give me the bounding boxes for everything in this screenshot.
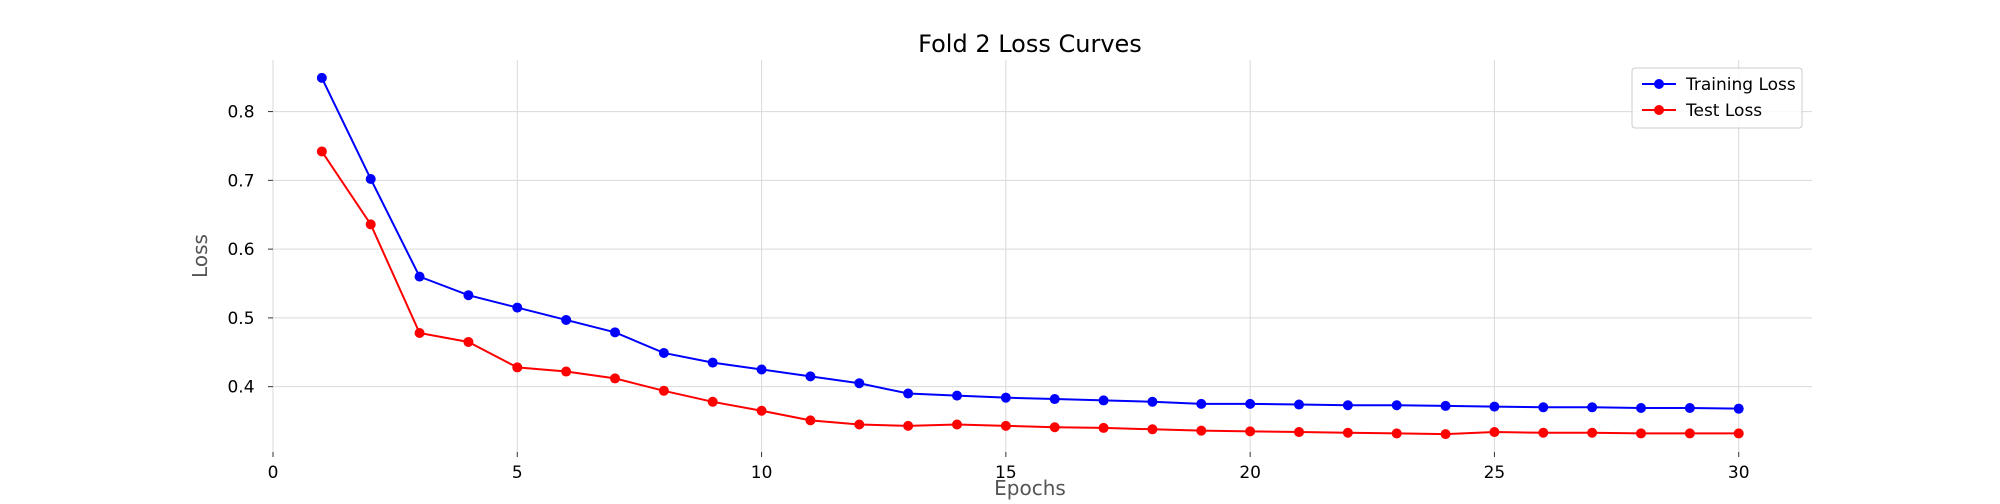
series-1-point-13 [952, 419, 962, 430]
legend-label-0: Training Loss [1685, 75, 1796, 95]
grid-lines [272, 60, 1812, 452]
series-0-point-3 [463, 290, 474, 301]
series-1-point-3 [463, 336, 474, 347]
legend: Training Loss Test Loss [1631, 67, 1803, 129]
series-0-point-11 [854, 378, 865, 389]
series-1-point-1 [365, 219, 376, 230]
x-tick-label-4: 20 [1239, 463, 1261, 483]
x-tick-label-1: 5 [512, 463, 523, 483]
series-1-point-2 [414, 328, 425, 339]
series-1-point-16 [1098, 422, 1109, 433]
series-0-point-13 [952, 390, 962, 401]
series-line-0 [320, 77, 1739, 410]
y-axis-label: Loss [188, 234, 212, 278]
series-0-point-4 [512, 302, 523, 313]
series-0-point-18 [1196, 398, 1207, 409]
series-1-point-0 [316, 146, 327, 157]
series-0-point-14 [1000, 392, 1011, 403]
series-0-point-23 [1440, 400, 1451, 411]
series-0-point-27 [1636, 402, 1646, 413]
axes: 0 5 10 15 20 25 30 0.4 0.5 0.6 0.7 0.8 [227, 103, 1749, 483]
series-1-point-27 [1636, 428, 1646, 439]
legend-marker-1 [1654, 105, 1664, 115]
y-tick-label-3: 0.7 [227, 171, 254, 191]
chart-title: Fold 2 Loss Curves [918, 30, 1142, 58]
series-0-point-1 [365, 173, 376, 184]
series-1-point-5 [561, 366, 572, 377]
series-1-point-24 [1489, 427, 1500, 438]
series-0-point-19 [1245, 398, 1256, 409]
legend-marker-0 [1654, 79, 1664, 89]
x-axis-label: Epochs [994, 476, 1066, 500]
legend-label-1: Test Loss [1685, 101, 1762, 121]
series-0-point-2 [414, 271, 425, 282]
series-0-point-16 [1098, 395, 1109, 406]
series-1-point-12 [903, 420, 914, 431]
series-1-point-25 [1538, 427, 1549, 438]
series-1-point-21 [1342, 427, 1353, 438]
series-0-point-21 [1342, 400, 1353, 411]
series-0-point-0 [316, 72, 327, 83]
x-tick-label-5: 25 [1484, 463, 1506, 483]
series-0-point-5 [561, 314, 572, 325]
series-0-point-22 [1391, 400, 1402, 411]
series-1-point-10 [805, 415, 816, 426]
series-1-point-29 [1733, 428, 1744, 439]
y-tick-label-1: 0.5 [227, 309, 254, 329]
series-0-point-17 [1147, 396, 1158, 407]
series-0-point-7 [658, 347, 669, 358]
series-0-point-8 [707, 357, 718, 368]
series-1-point-18 [1196, 425, 1207, 436]
series-1-point-9 [756, 405, 767, 416]
series-0-point-10 [805, 371, 816, 382]
series-1-point-19 [1245, 426, 1256, 437]
series-1-point-17 [1147, 424, 1158, 435]
data-series [316, 72, 1744, 440]
series-1-point-11 [854, 419, 865, 430]
series-0-point-6 [610, 327, 620, 338]
series-0-point-25 [1538, 402, 1549, 413]
y-tick-label-0: 0.4 [227, 378, 254, 398]
series-0-point-9 [756, 364, 767, 375]
series-1-point-22 [1391, 428, 1402, 439]
series-1-point-28 [1684, 428, 1695, 439]
series-1-point-20 [1294, 427, 1304, 438]
x-tick-label-0: 0 [268, 463, 279, 483]
series-0-point-24 [1489, 401, 1500, 412]
series-1-point-6 [610, 373, 620, 384]
y-tick-label-4: 0.8 [227, 103, 254, 123]
series-0-point-28 [1684, 402, 1695, 413]
series-1-point-14 [1000, 420, 1011, 431]
series-1-point-23 [1440, 429, 1451, 440]
x-tick-label-2: 10 [751, 463, 773, 483]
series-line-1 [321, 150, 1739, 436]
series-1-point-15 [1049, 422, 1060, 433]
series-0-point-26 [1587, 402, 1598, 413]
series-1-point-26 [1587, 427, 1598, 438]
series-0-point-15 [1049, 394, 1060, 405]
x-tick-label-6: 30 [1728, 463, 1750, 483]
series-0-point-20 [1294, 399, 1304, 410]
series-1-point-8 [707, 396, 718, 407]
y-tick-label-2: 0.6 [227, 240, 254, 260]
x-tick-label-3: 15 [995, 463, 1017, 483]
series-0-point-29 [1733, 403, 1744, 414]
series-0-point-12 [903, 388, 914, 399]
series-1-point-4 [512, 362, 523, 373]
series-1-point-7 [658, 385, 669, 396]
